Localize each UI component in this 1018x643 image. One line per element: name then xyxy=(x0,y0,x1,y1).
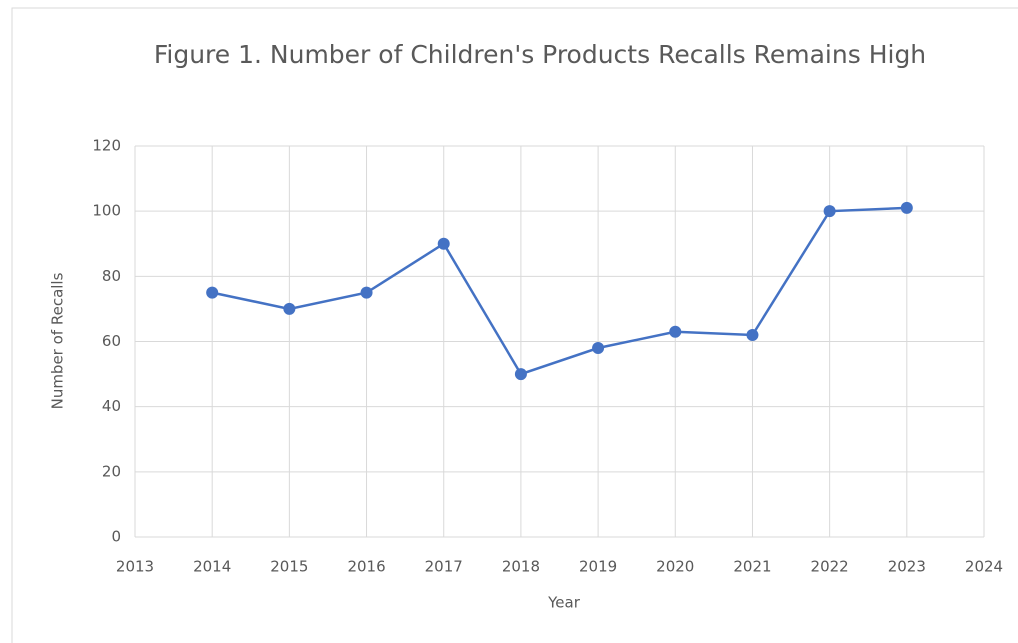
y-tick-label: 0 xyxy=(111,528,121,546)
x-tick-label: 2019 xyxy=(579,558,617,576)
chart-title: Figure 1. Number of Children's Products … xyxy=(153,40,927,69)
y-tick-label: 20 xyxy=(102,462,121,480)
y-tick-label: 80 xyxy=(102,267,121,285)
x-tick-label: 2024 xyxy=(965,558,1003,576)
x-tick-label: 2020 xyxy=(656,558,694,576)
point xyxy=(360,286,373,299)
point xyxy=(206,286,219,299)
point xyxy=(514,368,527,381)
x-tick-label: 2022 xyxy=(811,558,849,576)
x-tick-label: 2018 xyxy=(502,558,540,576)
point xyxy=(746,328,759,341)
y-tick-label: 100 xyxy=(92,202,121,220)
line xyxy=(211,206,907,376)
point xyxy=(669,325,682,338)
y-tick-label: 120 xyxy=(92,137,121,155)
y-tick-label: 40 xyxy=(102,397,121,415)
x-tick-label: 2016 xyxy=(347,558,385,576)
x-tick-label: 2015 xyxy=(270,558,308,576)
x-tick-label: 2013 xyxy=(116,558,154,576)
point xyxy=(823,205,836,218)
point xyxy=(437,237,450,250)
x-tick-label: 2017 xyxy=(425,558,463,576)
point xyxy=(592,342,605,355)
point xyxy=(283,302,296,315)
y-axis-label: Number of Recalls xyxy=(49,272,67,409)
y-tick-label: 60 xyxy=(102,332,121,350)
x-tick-label: 2023 xyxy=(888,558,926,576)
x-tick-label: 2021 xyxy=(733,558,771,576)
x-tick-label: 2014 xyxy=(193,558,231,576)
chart-border xyxy=(11,7,1018,643)
x-axis-label: Year xyxy=(547,594,581,612)
point xyxy=(900,201,913,214)
